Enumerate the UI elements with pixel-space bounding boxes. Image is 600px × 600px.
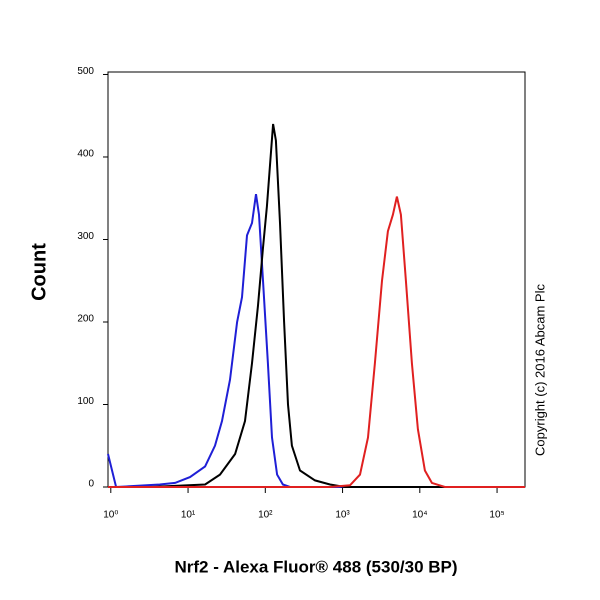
- x-tick-label: 10²: [258, 510, 273, 521]
- x-tick-label: 10⁰: [103, 510, 118, 521]
- x-tick-label: 10⁴: [412, 510, 427, 521]
- y-tick-label: 100: [77, 396, 94, 407]
- series-line: [108, 196, 525, 488]
- y-tick-label: 200: [77, 314, 94, 325]
- series-line: [149, 123, 525, 488]
- y-tick-label: 0: [88, 479, 94, 490]
- series-line: [107, 193, 525, 489]
- x-tick-label: 10¹: [181, 510, 196, 521]
- y-tick-label: 300: [77, 231, 94, 242]
- y-tick-label: 500: [77, 66, 94, 77]
- plot-frame: [107, 71, 526, 488]
- copyright: Copyright (c) 2016 Abcam Plc: [532, 284, 547, 456]
- x-tick-label: 10³: [335, 510, 350, 521]
- y-axis-label: Count: [28, 243, 50, 301]
- y-tick-label: 400: [77, 149, 94, 160]
- x-tick-label: 10⁵: [489, 510, 504, 521]
- x-axis-label: Nrf2 - Alexa Fluor® 488 (530/30 BP): [174, 557, 457, 576]
